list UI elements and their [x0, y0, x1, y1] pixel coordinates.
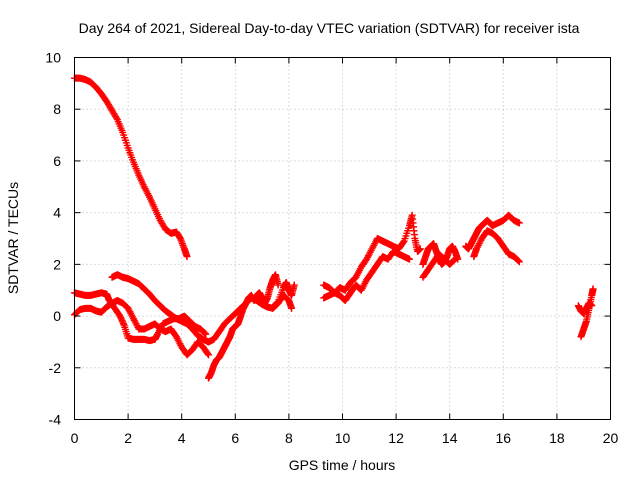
series-arc-4	[108, 271, 212, 346]
y-tick-label: 6	[53, 153, 61, 169]
series-arc-11	[419, 250, 459, 281]
y-axis-label: SDTVAR / TECUs	[5, 182, 21, 294]
axis-ticks	[74, 57, 611, 420]
data-point-dense	[514, 257, 522, 265]
series-arc-9	[320, 247, 413, 305]
x-tick-label: 20	[603, 430, 619, 446]
y-tick-label: -2	[49, 360, 62, 376]
y-tick-labels: -4 -2 0 2 4 6 8 10	[45, 50, 61, 428]
data-points	[71, 74, 597, 382]
series-arc-2	[71, 289, 210, 345]
data-point	[202, 330, 210, 338]
series-arc-8	[320, 211, 424, 302]
data-point-dense	[399, 238, 407, 246]
data-point-dense	[204, 350, 212, 358]
series-arc-7	[269, 278, 298, 311]
data-point	[589, 285, 597, 293]
y-tick-label: 10	[45, 50, 61, 66]
x-axis-label: GPS time / hours	[289, 457, 396, 473]
data-point-dense	[112, 114, 120, 122]
x-tick-label: 18	[549, 430, 565, 446]
grid-lines	[74, 57, 611, 420]
data-point-dense	[201, 329, 209, 337]
x-tick-label: 2	[124, 430, 132, 446]
series-arc-12	[462, 211, 523, 253]
y-tick-label: 4	[53, 205, 61, 221]
x-tick-label: 6	[231, 430, 239, 446]
data-point	[515, 258, 523, 266]
x-tick-label: 12	[388, 430, 404, 446]
y-tick-label: -4	[49, 412, 62, 428]
data-point	[451, 255, 459, 263]
data-point	[290, 281, 298, 289]
y-tick-label: 8	[53, 101, 61, 117]
x-tick-label: 8	[285, 430, 293, 446]
x-tick-label: 0	[71, 430, 79, 446]
y-tick-label: 2	[53, 256, 61, 272]
x-tick-labels: 0 2 4 6 8 10 12 14 16 18 20	[71, 430, 619, 446]
data-point	[515, 219, 523, 227]
series-arc-15	[577, 285, 597, 341]
x-tick-label: 4	[178, 430, 186, 446]
y-tick-label: 0	[53, 308, 61, 324]
data-point	[274, 281, 282, 289]
data-point	[406, 255, 413, 263]
series-arc-1	[71, 74, 191, 261]
x-tick-label: 16	[496, 430, 512, 446]
series-arc-3	[71, 297, 212, 359]
data-point	[205, 351, 212, 359]
x-tick-label: 10	[335, 430, 351, 446]
series-arc-13	[470, 227, 523, 266]
data-point	[416, 245, 424, 253]
x-tick-label: 14	[442, 430, 458, 446]
data-point	[183, 253, 191, 261]
data-point-dense	[450, 256, 458, 264]
chart-title: Day 264 of 2021, Sidereal Day-to-day VTE…	[79, 20, 580, 36]
data-point	[288, 304, 296, 312]
series-arc-5	[205, 271, 282, 382]
